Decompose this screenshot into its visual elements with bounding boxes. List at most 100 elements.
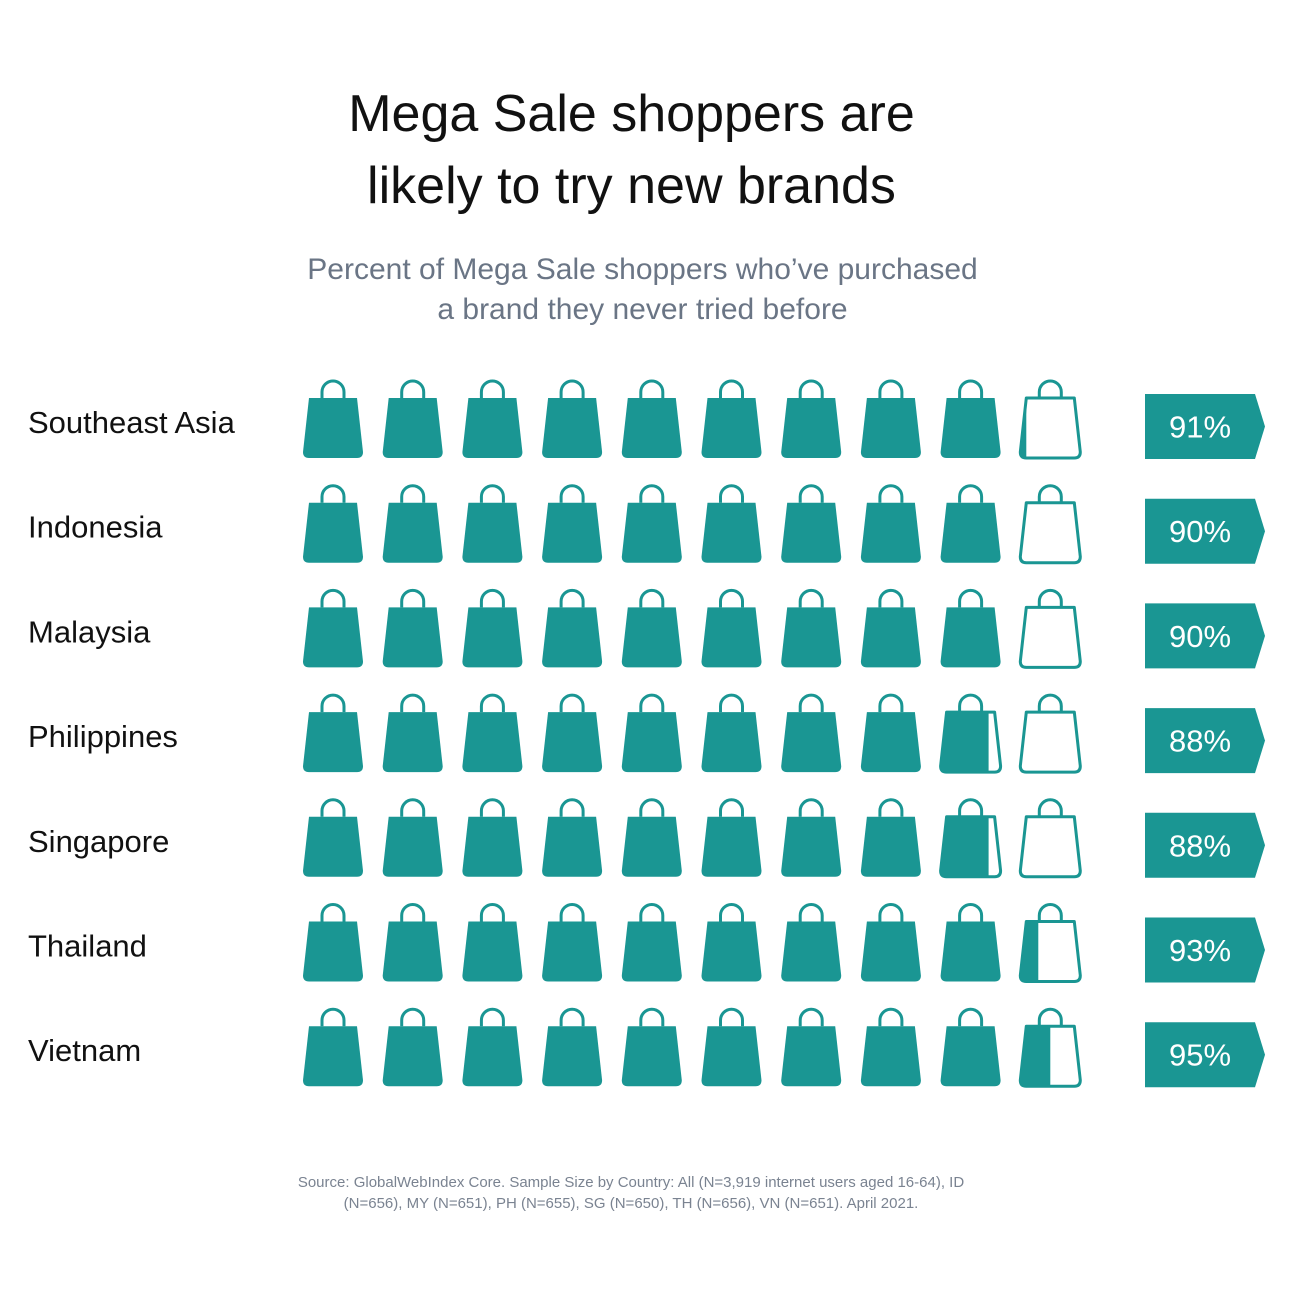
chart-row: Singapore 88% — [28, 798, 1265, 879]
shopping-bag-icon — [860, 484, 921, 563]
bag-handle — [719, 1007, 744, 1027]
chart-title-line-1: Mega Sale shoppers are — [348, 85, 915, 143]
bag-handle — [320, 588, 346, 608]
bag-handle — [1037, 798, 1063, 817]
shopping-bag-icon — [860, 1007, 921, 1087]
bag-handle — [559, 588, 585, 608]
shopping-bag-icon — [303, 903, 363, 982]
shopping-bag-icon — [701, 693, 762, 773]
bag-body-filled — [781, 607, 842, 668]
chart-title-line-2: likely to try new brands — [367, 157, 896, 215]
bag-handle — [719, 798, 744, 817]
bag-handle — [798, 379, 824, 398]
bag-body-filled — [860, 398, 921, 458]
bag-body-filled — [303, 502, 363, 563]
bag-handle — [479, 798, 505, 817]
chart-row: Southeast Asia 91% — [28, 379, 1265, 460]
shopping-bag-icon — [621, 693, 682, 773]
chart-title: Mega Sale shoppers are likely to try new… — [0, 78, 1263, 222]
bag-body-partial — [1020, 921, 1039, 982]
bag-body-filled — [621, 816, 682, 877]
shopping-bag-icon — [701, 903, 762, 982]
bag-body-partial — [1020, 398, 1027, 458]
bag-body-filled — [542, 502, 603, 563]
bag-body-outline — [1018, 501, 1082, 565]
bag-body-partial — [940, 816, 989, 877]
bag-handle — [958, 379, 984, 398]
shopping-bag-icon — [462, 484, 523, 563]
bag-handle — [400, 379, 426, 398]
bag-handle — [400, 903, 426, 922]
source-line-1: Source: GlobalWebIndex Core. Sample Size… — [297, 1174, 965, 1191]
chart-row: Malaysia 90% — [28, 588, 1265, 669]
bag-body-outline — [1018, 605, 1082, 669]
bag-handle — [798, 693, 824, 713]
bag-handle — [559, 1007, 585, 1027]
shopping-bag-icon — [462, 693, 523, 773]
value-tag — [1145, 1022, 1265, 1088]
value-tag — [1145, 394, 1265, 459]
bag-handle — [320, 693, 346, 713]
chart-row: Indonesia 90% — [28, 484, 1265, 565]
bag-body-filled — [860, 712, 921, 773]
bag-handle — [320, 379, 346, 398]
bag-handle — [958, 1007, 984, 1027]
bag-handle — [320, 1007, 346, 1027]
value-label: 93% — [1169, 933, 1231, 968]
bag-handle — [1037, 484, 1063, 503]
bag-body-filled — [462, 816, 523, 877]
bag-handle — [878, 693, 904, 713]
bag-handle — [479, 1007, 505, 1027]
bag-handle — [639, 903, 665, 922]
shopping-bag-icon — [860, 693, 921, 773]
shopping-bag-icon — [621, 1007, 682, 1087]
shopping-bag-icon — [621, 379, 682, 458]
source-note: Source: GlobalWebIndex Core. Sample Size… — [0, 1172, 1262, 1214]
value-label: 88% — [1169, 828, 1231, 863]
bag-body-filled — [701, 502, 762, 563]
value-tag — [1145, 498, 1265, 564]
bag-body-filled — [781, 502, 842, 563]
shopping-bag-icon — [781, 798, 842, 877]
bag-handle — [400, 693, 426, 713]
category-label: Southeast Asia — [28, 405, 236, 440]
shopping-bag-icon — [462, 903, 523, 982]
bag-handle — [559, 379, 585, 398]
chart-subtitle-line-2: a brand they never tried before — [437, 293, 848, 326]
bag-handle — [400, 1007, 426, 1027]
category-label: Indonesia — [28, 510, 163, 545]
bag-handle — [798, 798, 824, 817]
shopping-bag-icon — [701, 798, 762, 877]
bag-body-filled — [542, 816, 603, 877]
shopping-bag-icon — [382, 484, 443, 563]
shopping-bag-icon — [701, 1007, 762, 1087]
shopping-bag-icon — [303, 693, 363, 773]
bag-handle — [559, 484, 585, 503]
bag-body-filled — [542, 921, 603, 982]
bag-handle — [878, 588, 904, 608]
bag-handle — [798, 1007, 824, 1027]
bag-handle — [479, 903, 505, 922]
bag-body-filled — [303, 921, 363, 982]
bag-body-filled — [462, 1026, 523, 1087]
shopping-bag-icon — [1018, 484, 1082, 565]
shopping-bag-icon — [940, 1007, 1001, 1087]
category-label: Thailand — [28, 929, 147, 964]
value-tag — [1145, 708, 1265, 774]
shopping-bag-icon — [303, 379, 363, 458]
shopping-bag-icon — [1018, 1007, 1082, 1088]
bag-body-filled — [701, 398, 762, 458]
pictograph-chart: Southeast Asia 91% Indonesia 90% Malaysia 90%… — [28, 379, 1265, 1088]
bag-body-filled — [781, 398, 842, 458]
value-label: 95% — [1169, 1038, 1231, 1073]
chart-subtitle: Percent of Mega Sale shoppers who’ve pur… — [0, 250, 1285, 330]
shopping-bag-icon — [542, 588, 603, 668]
bag-handle — [798, 903, 824, 922]
bag-body-partial — [940, 712, 989, 773]
bag-handle — [400, 798, 426, 817]
bag-body-filled — [542, 398, 603, 458]
shopping-bag-icon — [462, 379, 523, 458]
bag-body-filled — [860, 502, 921, 563]
chart-row: Vietnam 95% — [28, 1007, 1265, 1088]
shopping-bag-icon — [382, 588, 443, 668]
